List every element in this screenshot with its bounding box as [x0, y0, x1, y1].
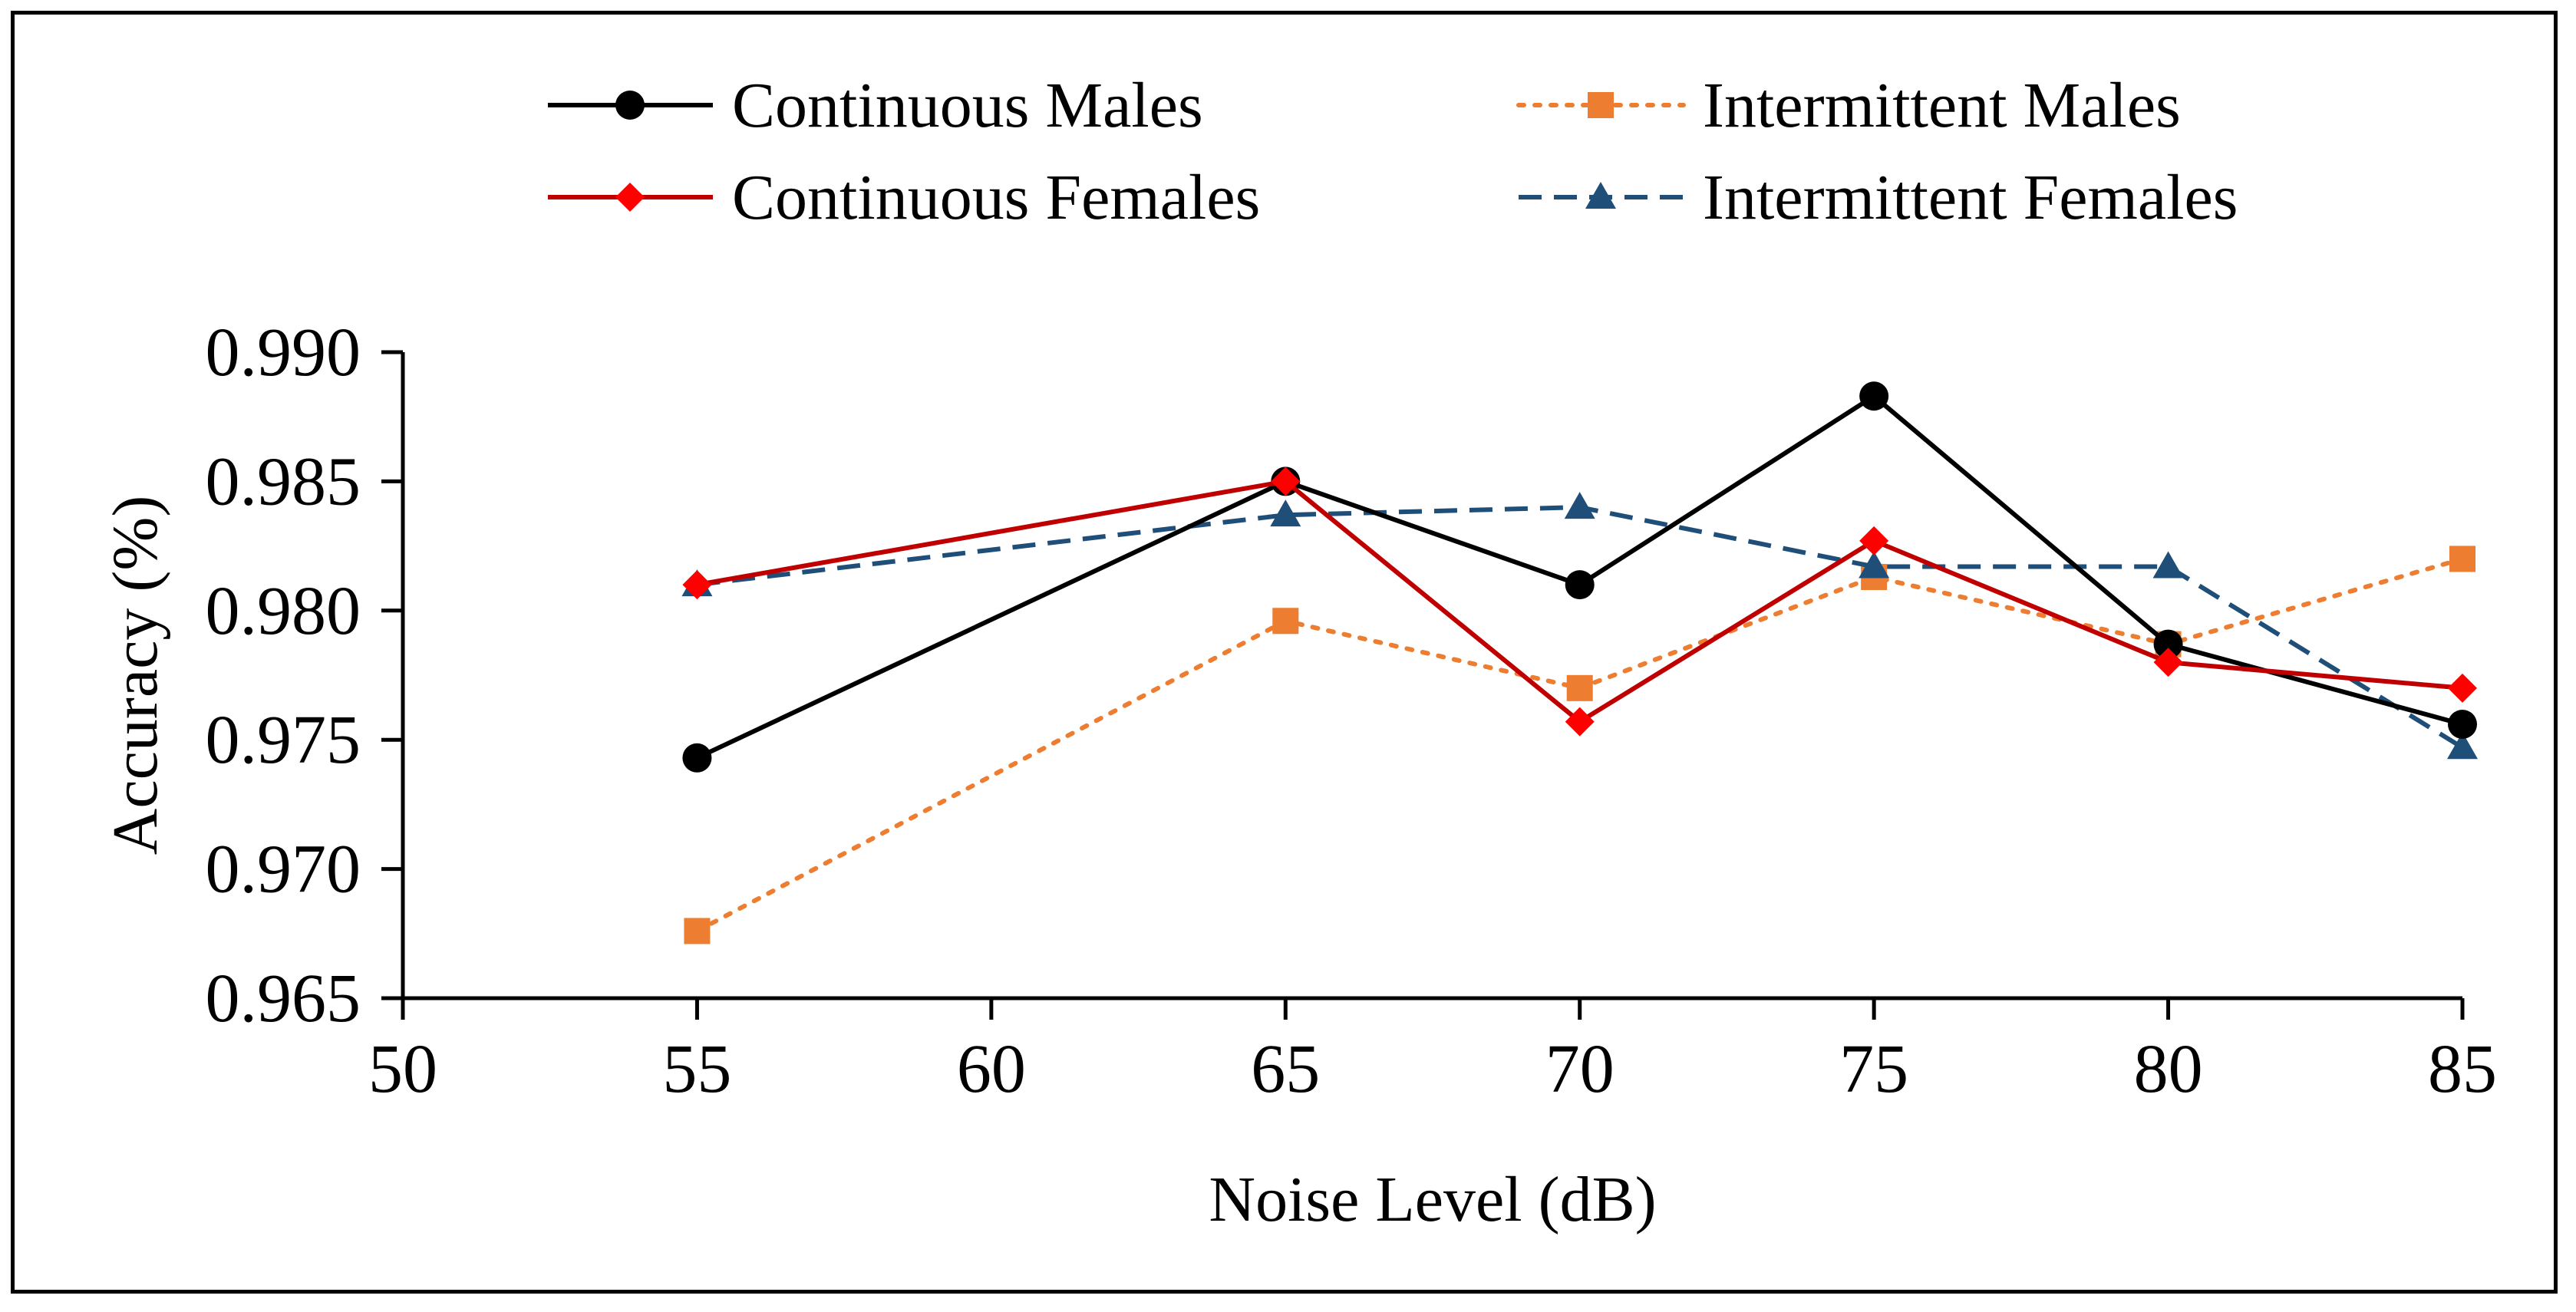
x-tick-label: 70	[1545, 1031, 1615, 1107]
chart-frame: 50 55 60 65 70 75 80 85 0.965 0.970 0.975 0.980 0.9…	[11, 11, 2558, 1294]
y-axis-ticks: 0.965 0.970 0.975 0.980 0.985 0.990	[206, 315, 403, 1037]
data-point-continuous-females	[1565, 707, 1595, 737]
data-point-continuous-males	[682, 743, 712, 773]
x-tick-label: 50	[368, 1031, 437, 1107]
legend: Continuous Males Intermittent Males Contin…	[548, 70, 2238, 233]
series-line-continuous-males	[696, 394, 2463, 760]
data-point-continuous-males	[2448, 709, 2477, 739]
legend-label-intermittent-females: Intermittent Females	[1703, 162, 2238, 233]
y-tick-label: 0.980	[206, 573, 361, 649]
legend-label-continuous-females: Continuous Females	[732, 162, 1260, 233]
data-point-intermittent-males	[1566, 674, 1593, 701]
y-tick-label: 0.975	[206, 702, 361, 778]
data-point-continuous-females	[682, 570, 712, 600]
data-point-intermittent-females	[1564, 492, 1595, 519]
data-point-continuous-males	[2153, 629, 2183, 659]
series-continuous-males	[682, 381, 2477, 773]
legend-label-intermittent-males: Intermittent Males	[1703, 70, 2181, 141]
x-tick-label: 65	[1251, 1031, 1320, 1107]
x-tick-label: 85	[2428, 1031, 2497, 1107]
legend-marker-intermittent-males	[1588, 92, 1614, 118]
series-intermittent-males	[684, 546, 2475, 944]
data-point-continuous-males	[1565, 570, 1595, 600]
x-tick-label: 55	[662, 1031, 731, 1107]
y-axis-title: Accuracy (%)	[100, 496, 171, 855]
x-axis-ticks: 50 55 60 65 70 75 80 85	[368, 998, 2497, 1107]
legend-item-continuous-males: Continuous Males	[548, 70, 1203, 141]
y-tick-label: 0.990	[206, 315, 361, 391]
x-axis-title: Noise Level (dB)	[1209, 1164, 1656, 1235]
series-continuous-females	[682, 466, 2477, 737]
legend-item-intermittent-females: Intermittent Females	[1519, 162, 2238, 233]
data-point-intermittent-females	[1270, 499, 1301, 527]
x-tick-label: 75	[1839, 1031, 1908, 1107]
data-point-continuous-males	[1859, 381, 1889, 411]
x-tick-label: 80	[2134, 1031, 2203, 1107]
legend-item-intermittent-males: Intermittent Males	[1516, 70, 2181, 141]
legend-marker-continuous-males	[615, 91, 645, 120]
y-tick-label: 0.965	[206, 961, 361, 1037]
data-point-continuous-females	[2448, 673, 2477, 703]
legend-label-continuous-males: Continuous Males	[732, 70, 1203, 141]
legend-marker-continuous-females	[615, 183, 645, 212]
legend-item-continuous-females: Continuous Females	[548, 162, 1260, 233]
x-tick-label: 60	[957, 1031, 1026, 1107]
data-point-intermittent-males	[684, 918, 711, 944]
legend-marker-intermittent-females	[1585, 182, 1616, 209]
series-line-intermittent-males	[694, 556, 2465, 934]
data-point-intermittent-males	[2449, 546, 2475, 572]
data-point-continuous-females	[2153, 648, 2183, 677]
data-point-intermittent-females	[2447, 732, 2478, 760]
data-point-continuous-females	[1271, 466, 1301, 496]
data-point-intermittent-females	[2152, 551, 2184, 579]
y-tick-label: 0.985	[206, 443, 361, 519]
series-line-continuous-females	[696, 479, 2463, 724]
data-point-continuous-females	[1859, 526, 1889, 555]
axes	[401, 352, 2462, 1000]
series-line-intermittent-females	[697, 505, 2464, 750]
chart-svg: 50 55 60 65 70 75 80 85 0.9650.9700.9750.9800.9…	[100, 70, 2497, 1235]
data-point-intermittent-males	[1272, 608, 1299, 635]
y-tick-label: 0.970	[206, 832, 361, 908]
series-layer	[681, 381, 2478, 944]
data-point-intermittent-females	[1859, 551, 1890, 579]
